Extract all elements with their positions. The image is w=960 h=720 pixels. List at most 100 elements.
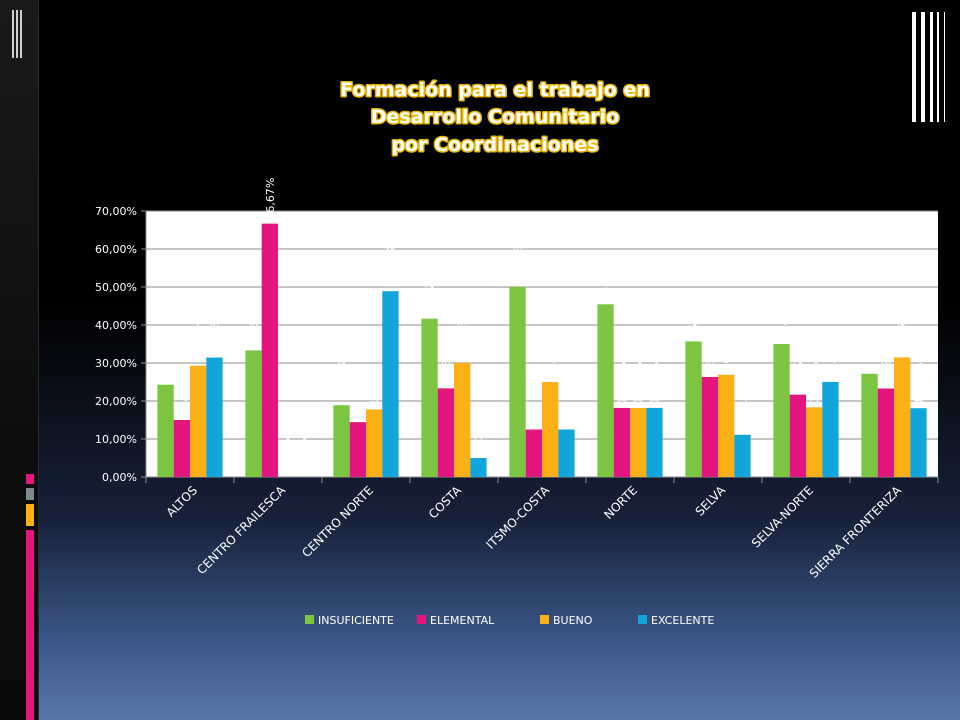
bar — [789, 394, 806, 477]
data-label: 31,43% — [208, 312, 221, 354]
chart-title-line-glow: Formación para el trabajo en — [340, 79, 650, 101]
chart-title-line: Desarrollo Comunitario — [371, 106, 619, 128]
bar — [245, 350, 262, 477]
bar — [773, 344, 790, 477]
chart-title-line-glow: por Coordinaciones — [391, 134, 598, 156]
bar — [421, 318, 438, 477]
bar — [734, 434, 751, 477]
x-tick-label: CENTRO FRAILESCA — [194, 483, 288, 577]
data-label: 18,33% — [808, 361, 821, 403]
bar — [173, 420, 190, 477]
bar — [157, 384, 174, 477]
bar — [894, 357, 911, 477]
bar — [822, 382, 839, 477]
deco-bars-right — [930, 12, 933, 122]
y-tick-label: 0,00% — [102, 471, 137, 484]
x-tick-label: COSTA — [426, 483, 465, 522]
chart-title: Formación para el trabajo en Formación p… — [339, 78, 652, 158]
data-label: 45,45% — [600, 258, 613, 300]
bar — [718, 374, 735, 477]
y-tick-label: 10,00% — [95, 433, 137, 446]
data-label: 18,18% — [632, 362, 645, 404]
data-label: 14,44% — [352, 376, 365, 418]
bar — [509, 287, 526, 477]
bar — [806, 407, 823, 477]
y-tick-label: 70,00% — [95, 205, 137, 218]
legend-swatch — [638, 615, 647, 624]
data-label: 18,89% — [336, 359, 349, 401]
bar — [910, 408, 927, 477]
x-tick-label: CENTRO NORTE — [299, 483, 376, 560]
data-label: 25,00% — [824, 336, 837, 378]
x-tick-label: NORTE — [601, 483, 640, 522]
deco-strip-top — [12, 10, 14, 58]
bar — [542, 382, 559, 477]
chart-title-line: Formación para el trabajo en — [340, 79, 650, 101]
data-label: 18,18% — [648, 362, 661, 404]
bar — [630, 407, 647, 477]
deco-square-pink — [26, 474, 34, 484]
x-tick-label: ALTOS — [164, 483, 201, 520]
left-bar-divider — [38, 0, 39, 720]
legend-label: BUENO — [553, 614, 593, 627]
bar — [877, 388, 894, 477]
deco-bars-right — [921, 12, 925, 122]
y-tick-label: 60,00% — [95, 243, 137, 256]
bar — [349, 422, 366, 477]
data-label: 5,00% — [472, 419, 485, 454]
data-label: 0,00% — [280, 438, 293, 473]
bar — [470, 458, 487, 477]
bar — [261, 223, 278, 477]
data-label: 31,47% — [896, 311, 909, 353]
data-label: 48,89% — [384, 245, 397, 287]
bar — [646, 407, 663, 477]
data-label: 17,78% — [368, 363, 381, 405]
data-label: 12,50% — [528, 384, 541, 426]
y-tick-label: 30,00% — [95, 357, 137, 370]
data-label: 50,00% — [512, 241, 525, 283]
data-label: 11,11% — [736, 389, 749, 431]
legend-label: ELEMENTAL — [430, 614, 495, 627]
chart-title-line: por Coordinaciones — [391, 134, 598, 156]
chart-title-line-glow: Desarrollo Comunitario — [371, 106, 619, 128]
x-tick-label: SIERRA FRONTERIZA — [807, 483, 905, 581]
y-tick-label: 40,00% — [95, 319, 137, 332]
deco-square-gray — [26, 488, 34, 500]
legend: INSUFICIENTE ELEMENTAL BUENO EXCELENTE — [305, 614, 714, 627]
data-label: 23,28% — [880, 343, 893, 385]
bar — [190, 365, 207, 477]
data-label: 0,00% — [296, 438, 309, 473]
bar — [333, 405, 350, 477]
bar — [597, 304, 614, 477]
bar — [525, 429, 542, 477]
deco-strip-top — [16, 10, 18, 58]
data-label: 27,16% — [864, 328, 877, 370]
x-tick-label: ITSMO-COSTA — [484, 483, 553, 552]
data-label: 33,33% — [248, 304, 261, 346]
data-label: 25,00% — [544, 336, 557, 378]
data-label: 41,67% — [424, 273, 437, 315]
bar — [206, 357, 223, 477]
bar — [861, 373, 878, 477]
deco-strip-top — [20, 10, 22, 58]
legend-label: EXCELENTE — [651, 614, 714, 627]
data-label: 21,67% — [792, 349, 805, 391]
deco-bars-right — [912, 12, 916, 122]
data-label: 24,29% — [160, 339, 173, 381]
x-tick-label: SELVA-NORTE — [749, 483, 816, 550]
bar — [685, 341, 702, 477]
bar — [454, 363, 471, 477]
x-tick-label: SELVA — [693, 483, 729, 519]
data-label: 30,00% — [456, 317, 469, 359]
bar — [366, 409, 383, 477]
deco-bars-right — [937, 12, 939, 122]
bar — [613, 407, 630, 477]
data-label: 18,18% — [616, 362, 629, 404]
data-label: 66,67% — [264, 178, 277, 220]
deco-square-orange — [26, 504, 34, 526]
data-label: 26,32% — [704, 331, 717, 373]
bar — [558, 429, 575, 477]
data-label: 35,67% — [688, 296, 701, 338]
plot-area: 0,00% 10,00% 20,00% 30,00% 40,00% 50,00% 60,00… — [95, 178, 939, 581]
